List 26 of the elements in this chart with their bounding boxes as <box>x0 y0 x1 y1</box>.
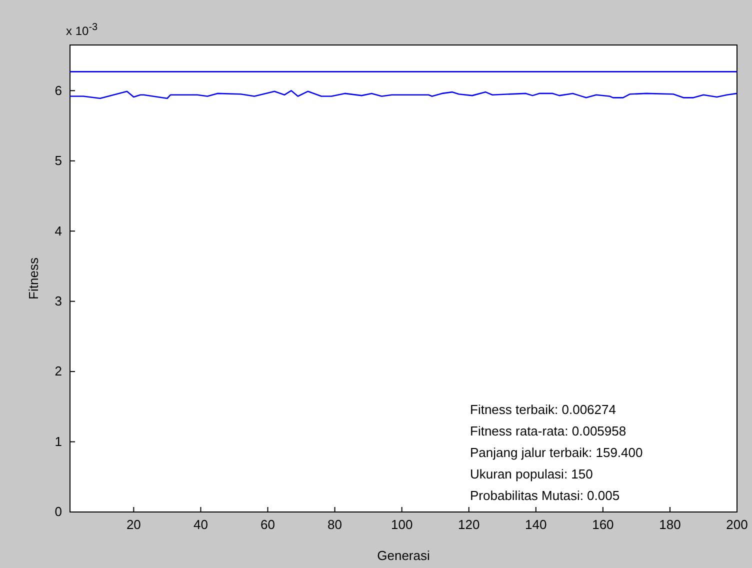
x-tick-label: 200 <box>726 517 748 532</box>
annotation: Fitness terbaik: 0.006274 <box>470 402 616 417</box>
line-series <box>69 90 738 100</box>
annotation: Fitness rata-rata: 0.005958 <box>470 424 626 438</box>
y-tick-label: 6 <box>54 82 62 98</box>
x-axis-title: Generasi <box>377 548 430 563</box>
x-tick-label: 120 <box>458 517 480 532</box>
x-tick-label: 20 <box>126 517 141 532</box>
y-tick-label: 2 <box>54 364 62 379</box>
annotation: Ukuran populasi: 150 <box>470 466 593 482</box>
x-tick-label: 40 <box>193 517 208 532</box>
y-tick-label: 1 <box>54 434 62 449</box>
x-tick-label: 160 <box>592 517 614 532</box>
y-tick-label: 0 <box>54 504 62 520</box>
x-tick-label: 140 <box>525 517 547 532</box>
x-tick-label: 80 <box>328 517 342 532</box>
x-tick-label: 180 <box>659 517 681 532</box>
x-tick-label: 100 <box>390 517 413 532</box>
text: x 10$^{-3}$ <box>66 22 98 38</box>
annotation: Panjang jalur terbaik: 159.400 <box>470 445 643 460</box>
y-tick-label: 3 <box>54 293 62 308</box>
y-axis-title: Fitness <box>26 257 41 300</box>
y-tick-label: 4 <box>54 223 62 238</box>
annotation: Probabilitas Mutasi: 0.005 <box>470 488 620 503</box>
x-tick-label: 60 <box>260 517 275 532</box>
y-tick-label: 5 <box>54 153 62 168</box>
